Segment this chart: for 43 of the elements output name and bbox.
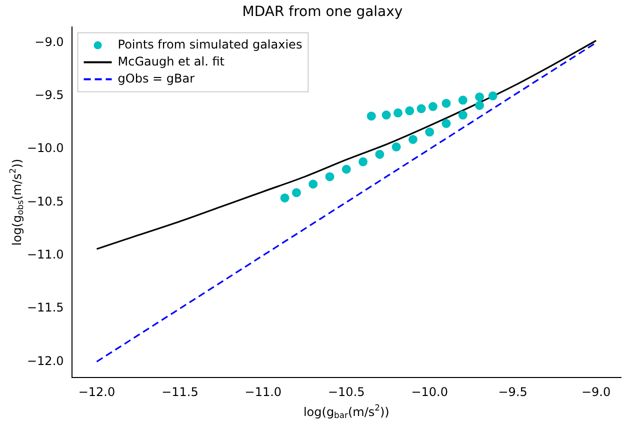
x-tick-label: −10.5	[328, 384, 365, 399]
point	[405, 106, 414, 116]
y-tick-label: −9.5	[34, 88, 64, 102]
x-tick-label: −11.5	[162, 384, 198, 399]
point	[325, 172, 334, 182]
point	[308, 180, 318, 189]
x-tick-label: −10.0	[411, 384, 448, 399]
point	[382, 110, 391, 120]
y-tick-label: −12.0	[26, 354, 64, 368]
x-tick-label: −9.0	[581, 384, 611, 399]
point	[475, 100, 484, 110]
x-tick-label: −12.0	[78, 384, 116, 399]
point	[442, 119, 451, 128]
y-tick-label: −11.5	[26, 300, 64, 315]
point	[408, 134, 418, 144]
point	[442, 98, 451, 108]
line-series	[96, 40, 597, 250]
point	[458, 110, 468, 120]
x-tick-label: −11.0	[244, 384, 282, 399]
point	[488, 91, 498, 100]
point	[392, 142, 401, 152]
point	[342, 164, 351, 174]
legend-label: gObs = gBar	[118, 71, 195, 86]
point	[366, 112, 376, 121]
point	[416, 104, 426, 114]
point	[375, 150, 384, 159]
point	[475, 92, 484, 102]
point	[393, 108, 402, 118]
x-tick-label: −9.5	[498, 384, 528, 399]
chart-title: MDAR from one galaxy	[242, 4, 403, 20]
y-tick-label: −11.0	[26, 247, 64, 262]
point	[458, 96, 468, 105]
point	[425, 128, 434, 137]
y-tick-label: −10.0	[26, 141, 64, 156]
y-axis-title: log(gobs(m/s2))	[7, 158, 26, 246]
point	[280, 193, 290, 202]
legend-label: Points from simulated galaxies	[118, 37, 302, 52]
y-tick-label: −9.0	[34, 34, 64, 49]
point	[292, 188, 301, 198]
y-tick-label: −10.5	[26, 194, 64, 208]
point	[428, 102, 438, 112]
point	[358, 157, 368, 166]
legend-label: McGaugh et al. fit	[118, 54, 225, 68]
